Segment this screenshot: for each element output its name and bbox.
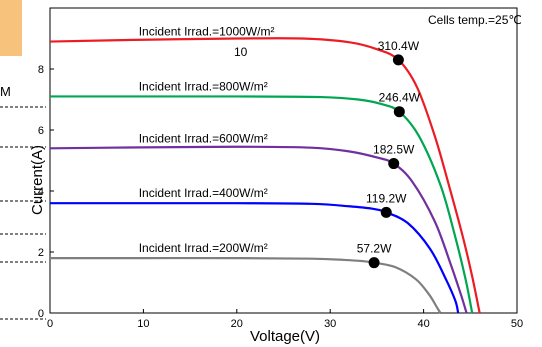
temperature-annotation: Cells temp.=25℃ (428, 13, 522, 27)
irradiance-label: Incident Irrad.=600W/m² (139, 131, 268, 145)
irradiance-label: Incident Irrad.=400W/m² (139, 186, 268, 200)
series-line (50, 202, 460, 314)
mpp-power-label: 246.4W (379, 91, 421, 105)
x-tick-label: 0 (47, 318, 53, 330)
left-fragment-text: M (0, 84, 11, 99)
y-tick-label: 6 (38, 125, 44, 137)
y-tick-label: 4 (38, 186, 44, 198)
series-line (49, 145, 468, 314)
mpp-point (393, 106, 405, 118)
x-tick-label: 10 (137, 318, 149, 330)
mpp-point (368, 257, 380, 269)
x-tick-label: 40 (417, 318, 429, 330)
plot-frame (49, 7, 518, 314)
x-tick-label: 30 (324, 318, 336, 330)
irradiance-label: Incident Irrad.=800W/m² (139, 79, 268, 93)
left-fragments: M (0, 84, 46, 320)
mpp-point (380, 206, 392, 218)
mpp-power-label: 182.5W (373, 143, 415, 157)
irradiance-label: Incident Irrad.=1000W/m² (139, 25, 275, 39)
y-axis-label: Current(A) (29, 145, 46, 215)
x-tick-label: 50 (511, 318, 523, 330)
y-tick-label: 8 (38, 64, 44, 76)
mpp-point (388, 158, 400, 170)
left-accent-block (0, 0, 22, 56)
irradiance-label: Incident Irrad.=200W/m² (139, 241, 268, 255)
mpp-power-label: 310.4W (378, 39, 420, 53)
y-tick-label: 2 (38, 247, 44, 259)
x-tick-label: 20 (231, 318, 243, 330)
mpp-power-label: 57.2W (357, 242, 392, 256)
series-line (49, 256, 442, 314)
x-axis-label: Voltage(V) (250, 328, 320, 345)
y-tick-label: 0 (38, 308, 44, 320)
series-line (50, 95, 474, 314)
mpp-power-label: 119.2W (366, 191, 407, 205)
mpp-point (392, 54, 404, 66)
stray-label: 10 (234, 45, 248, 59)
